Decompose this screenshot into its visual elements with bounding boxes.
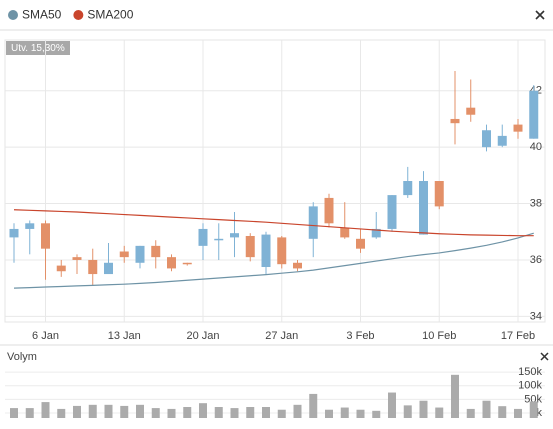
close-volume[interactable] (540, 352, 549, 361)
candle-body (371, 228, 381, 238)
volume-bar (325, 409, 333, 418)
volume-bar (199, 403, 207, 418)
volume-bar (529, 401, 538, 418)
volume-bar (120, 405, 129, 418)
candle-body (9, 228, 19, 238)
candle-body (403, 181, 413, 196)
volume-bar (151, 408, 160, 418)
legend-label: SMA50 (22, 8, 62, 22)
volume-bar (482, 400, 491, 418)
annotation: Utv. 15,30% (11, 43, 65, 54)
y-tick-label: 40 (530, 141, 542, 153)
y-tick-label: 50k (524, 393, 542, 405)
x-tick-label: 6 Jan (32, 330, 59, 342)
volume-bar (246, 407, 255, 418)
candle-body (167, 257, 176, 269)
candle-body (497, 135, 507, 146)
volume-bar (419, 400, 428, 418)
sma-line (13, 232, 534, 289)
x-tick-label: 20 Jan (186, 330, 219, 342)
candle-body (230, 233, 239, 238)
volume-bar (388, 392, 396, 418)
volume-bar (73, 405, 81, 418)
annotation-box (6, 41, 70, 55)
volume-bar (403, 405, 412, 418)
volume-bar (183, 407, 192, 418)
candle-body (340, 227, 350, 238)
volume-bar (498, 406, 507, 418)
x-tick-label: 27 Jan (265, 330, 298, 342)
candle-body (308, 206, 318, 239)
y-tick-label: 38 (530, 197, 542, 209)
candle-body (324, 197, 334, 224)
x-tick-label: 10 Feb (422, 330, 456, 342)
candle-body (119, 251, 129, 258)
candle-body (450, 118, 460, 124)
close-button[interactable] (535, 10, 545, 20)
volume-bar (230, 408, 239, 418)
x-tick-label: 13 Jan (108, 330, 141, 342)
x-tick-label: 17 Feb (501, 330, 535, 342)
volume-bar (57, 408, 66, 418)
volume-bar (214, 407, 223, 418)
candle-body (387, 195, 397, 229)
volume-bar (356, 409, 365, 418)
volume-bar (466, 408, 475, 418)
y-tick-label: 36 (530, 254, 542, 266)
volume-bar (262, 407, 270, 418)
candle-body (72, 257, 82, 260)
candle-body (293, 262, 302, 269)
volume-bar (277, 409, 286, 418)
volume-bar (451, 374, 459, 418)
volume-bar (167, 408, 176, 418)
y-tick-label: 34 (530, 310, 542, 322)
candle-body (25, 223, 35, 229)
candle-body (151, 245, 161, 258)
candle-body (135, 245, 145, 263)
candle-body (529, 90, 539, 139)
sma-line (13, 209, 534, 237)
candle-body (482, 130, 491, 148)
volume-title: Volym (7, 351, 37, 363)
plot-frame (4, 39, 546, 323)
volume-bar (104, 404, 113, 418)
candle-body (56, 265, 66, 272)
volume-bar (372, 410, 381, 418)
legend-marker (73, 10, 84, 20)
candle-body (245, 235, 255, 258)
candle-body (88, 259, 98, 275)
candle-body (434, 181, 444, 207)
volume-bar (309, 393, 318, 418)
candle-body (104, 262, 113, 275)
volume-bar (340, 407, 349, 418)
legend-marker (8, 10, 18, 20)
volume-bar (10, 408, 18, 418)
candle-body (214, 238, 224, 241)
volume-bar (293, 404, 302, 418)
candle-body (261, 234, 271, 268)
volume-bar (25, 408, 34, 418)
candle-body (198, 228, 208, 246)
candle-body (277, 237, 287, 265)
candle-body (513, 124, 523, 132)
y-tick-label: 150k (518, 366, 542, 378)
volume-bar (88, 404, 97, 418)
x-tick-label: 3 Feb (346, 330, 374, 342)
candle-body (356, 238, 365, 249)
volume-bar (136, 404, 144, 418)
volume-bar (41, 402, 50, 418)
candle-body (419, 181, 428, 235)
candle-body (41, 223, 50, 249)
volume-bar (435, 407, 444, 418)
candle-body (466, 107, 476, 115)
legend-label: SMA200 (87, 8, 133, 22)
volume-bar (514, 408, 522, 418)
y-tick-label: 100k (518, 380, 542, 392)
candle-body (182, 262, 192, 265)
